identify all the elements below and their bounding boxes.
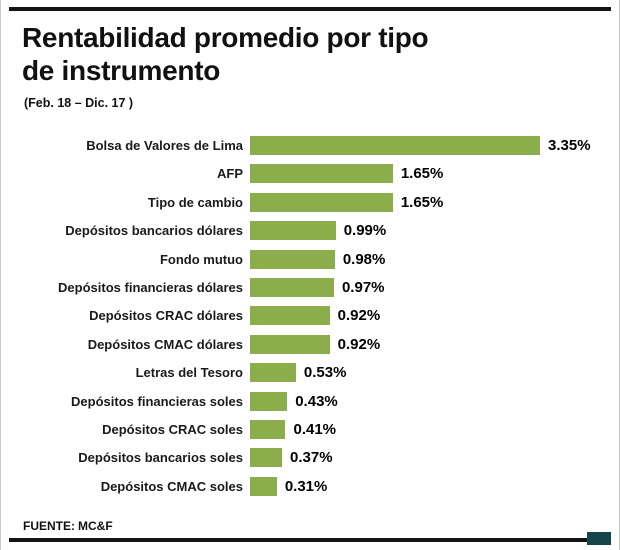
chart-row: Depósitos financieras soles 0.43% <box>21 391 603 411</box>
category-label: Depósitos CRAC soles <box>102 421 243 437</box>
source-value: MC&F <box>78 519 113 533</box>
category-label: Depósitos CRAC dólares <box>89 308 243 324</box>
chart-title: Rentabilidad promedio por tipo de instru… <box>22 22 429 88</box>
bar <box>250 363 296 383</box>
bar <box>250 334 330 354</box>
chart-row: Fondo mutuo 0.98% <box>21 249 603 269</box>
category-label: Depósitos CMAC soles <box>100 478 243 494</box>
chart-row: Depósitos bancarios soles 0.37% <box>21 448 603 468</box>
chart-row: Depósitos CMAC dólares 0.92% <box>21 334 603 354</box>
bar <box>250 476 277 496</box>
chart-row: Depósitos CRAC dólares 0.92% <box>21 306 603 326</box>
bar <box>250 391 288 411</box>
value-label: 3.35% <box>548 137 591 154</box>
category-label: Letras del Tesoro <box>135 365 243 381</box>
category-label: Depósitos CMAC dólares <box>87 336 243 352</box>
value-label: 0.97% <box>341 278 385 296</box>
chart-row: Letras del Tesoro 0.53% <box>21 363 603 383</box>
chart-title-line1: Rentabilidad promedio por tipo <box>22 22 429 53</box>
value-label: 0.53% <box>303 364 347 382</box>
value-label: 1.65% <box>400 193 444 211</box>
chart-row: Depósitos CRAC soles 0.41% <box>21 419 603 439</box>
bottom-rule <box>9 538 611 542</box>
value-label: 0.37% <box>290 449 333 467</box>
bar <box>250 277 334 297</box>
bar <box>250 419 286 439</box>
value-label: 0.41% <box>293 420 337 438</box>
bar <box>250 306 330 326</box>
chart-row: Depósitos bancarios dólares 0.99% <box>21 221 603 241</box>
chart-subtitle: (Feb. 18 – Dic. 17 ) <box>24 96 134 110</box>
value-label: 0.92% <box>337 307 381 325</box>
value-label: 1.65% <box>400 165 444 183</box>
chart-row: Bolsa de Valores de Lima 3.35% <box>21 136 603 155</box>
value-label: 0.43% <box>295 392 338 410</box>
chart-row: Depósitos CMAC soles 0.31% <box>21 476 603 496</box>
source-note: FUENTE: MC&F <box>23 519 113 533</box>
category-label: Depósitos financieras dólares <box>58 279 243 295</box>
value-label: 0.98% <box>342 250 386 268</box>
bar-chart: Bolsa de Valores de Lima 3.35% AFP 1.65% Tip… <box>21 136 603 505</box>
category-label: Depósitos bancarios soles <box>78 450 243 466</box>
category-label: Fondo mutuo <box>159 251 243 267</box>
chart-row: AFP 1.65% <box>21 164 603 184</box>
category-label: AFP <box>217 166 243 182</box>
bar <box>250 249 335 269</box>
value-label: 0.92% <box>337 335 381 353</box>
bar <box>250 221 336 241</box>
corner-logo <box>587 532 611 545</box>
category-label: Depósitos bancarios dólares <box>65 223 243 239</box>
value-label: 0.99% <box>343 222 387 240</box>
bar <box>250 192 393 212</box>
category-label: Bolsa de Valores de Lima <box>86 138 243 153</box>
bar <box>250 164 393 184</box>
chart-row: Tipo de cambio 1.65% <box>21 192 603 212</box>
top-rule <box>9 7 611 11</box>
value-label: 0.31% <box>284 477 328 495</box>
category-label: Tipo de cambio <box>147 194 243 210</box>
chart-row: Depósitos financieras dólares 0.97% <box>21 277 603 297</box>
source-label: FUENTE: <box>23 519 75 533</box>
bar <box>250 136 540 155</box>
category-label: Depósitos financieras soles <box>71 393 243 409</box>
chart-title-line2: de instrumento <box>22 54 221 86</box>
bar <box>250 448 283 468</box>
